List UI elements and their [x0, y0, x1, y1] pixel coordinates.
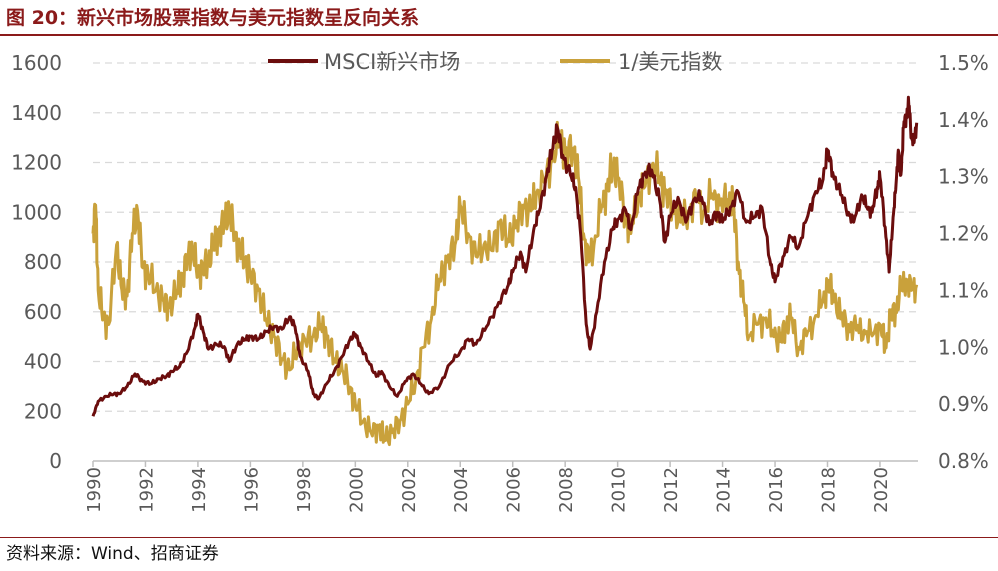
legend-label-usd: 1/美元指数 [618, 50, 722, 74]
x-tick-label: 2020 [871, 467, 892, 513]
y-right-tick-label: 0.8% [938, 449, 989, 473]
y-right-tick-label: 1.2% [938, 222, 989, 246]
y-left-tick-label: 800 [24, 250, 62, 274]
x-tick-label: 2010 [609, 467, 630, 513]
y-axis-left-ticks: 0 200 400 600 800 1000 1200 1400 1600 [11, 51, 62, 473]
y-axis-right-ticks: 0.8% 0.9% 1.0% 1.1% 1.2% 1.3% 1.4% 1.5% [938, 51, 989, 473]
y-left-tick-label: 1400 [11, 101, 62, 125]
y-left-tick-label: 400 [24, 350, 62, 374]
y-right-tick-label: 0.9% [938, 392, 989, 416]
y-left-tick-label: 1000 [11, 200, 62, 224]
y-right-tick-label: 1.3% [938, 165, 989, 189]
x-tick-label: 2006 [504, 467, 525, 513]
x-tick-label: 1994 [189, 467, 210, 513]
title-divider [0, 34, 998, 36]
x-tick-label: 2014 [714, 467, 735, 513]
y-right-tick-label: 1.0% [938, 335, 989, 359]
series-line-msci [91, 95, 919, 417]
legend: MSCI新兴市场 1/美元指数 [268, 50, 722, 74]
x-tick-label: 1992 [136, 467, 157, 513]
y-left-tick-label: 0 [49, 449, 62, 473]
x-tick-label: 2000 [346, 467, 367, 513]
y-left-tick-label: 1200 [11, 151, 62, 175]
y-right-tick-label: 1.4% [938, 108, 989, 132]
y-right-tick-label: 1.5% [938, 51, 989, 75]
y-left-tick-label: 1600 [11, 51, 62, 75]
series-line-usd [91, 120, 919, 447]
chart-title: 图 20：新兴市场股票指数与美元指数呈反向关系 [6, 7, 420, 29]
x-tick-label: 2008 [556, 467, 577, 513]
legend-label-msci: MSCI新兴市场 [324, 50, 460, 74]
x-tick-label: 1998 [294, 467, 315, 513]
x-tick-label: 2002 [399, 467, 420, 513]
y-right-tick-label: 1.1% [938, 278, 989, 302]
x-tick-label: 2016 [766, 467, 787, 513]
y-left-tick-label: 600 [24, 300, 62, 324]
x-tick-label: 2012 [661, 467, 682, 513]
x-tick-label: 2018 [818, 467, 839, 513]
x-axis: 1990 1992 1994 1996 1998 2000 2002 2004 2006 2008… [84, 460, 918, 513]
x-tick-label: 1996 [241, 467, 262, 513]
source-divider [0, 537, 998, 538]
source-note: 资料来源：Wind、招商证券 [6, 544, 219, 564]
x-tick-label: 1990 [84, 467, 105, 513]
y-left-tick-label: 200 [24, 399, 62, 423]
x-tick-label: 2004 [451, 467, 472, 513]
series-lines [91, 95, 919, 447]
